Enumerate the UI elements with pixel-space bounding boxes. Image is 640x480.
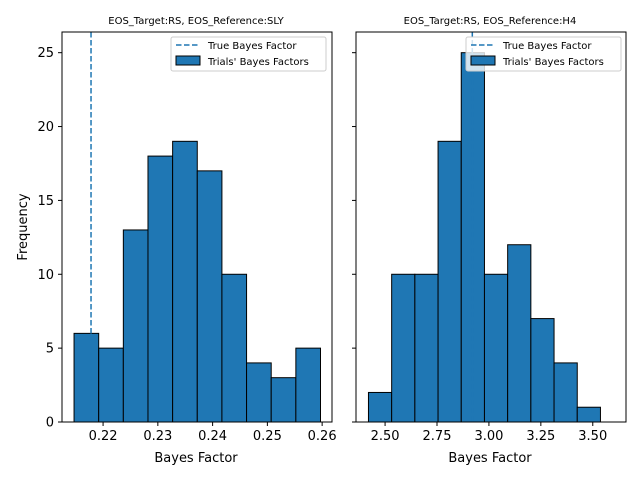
y-tick-label: 5 [46, 342, 54, 357]
panel-sly-legend-trials-label: Trials' Bayes Factors [207, 57, 309, 68]
panel-sly-legend: True Bayes Factor Trials' Bayes Factors [170, 36, 327, 72]
histogram-bar-4 [147, 155, 174, 423]
panel-h4-x-axis-label: Bayes Factor [448, 451, 532, 466]
histogram-bar-5 [172, 140, 198, 423]
x-tick-label: 3.25 [526, 429, 555, 444]
panel-h4-bars [367, 52, 601, 423]
histogram-bar-9 [270, 377, 297, 423]
x-tick-label: 2.75 [423, 429, 452, 444]
x-tick-label: 0.26 [308, 429, 337, 444]
panel-h4-legend-trials-label: Trials' Bayes Factors [502, 57, 604, 68]
x-tick-label: 0.24 [198, 429, 227, 444]
histogram-bar-8 [246, 362, 272, 423]
histogram-bar-10 [576, 406, 601, 423]
histogram-bar-2 [98, 347, 124, 423]
y-tick-label: 0 [46, 416, 54, 431]
histogram-bar-7 [507, 244, 532, 423]
histogram-bar-7 [221, 273, 248, 423]
histogram-bar-6 [196, 170, 223, 423]
panel-h4-y-ticks [352, 52, 356, 423]
panel-h4-x-ticks: 2.50 2.75 3.00 3.25 3.50 [371, 422, 607, 444]
x-tick-label: 2.50 [371, 429, 400, 444]
panel-h4-legend: True Bayes Factor Trials' Bayes Factors [465, 36, 622, 72]
histogram-bar-2 [391, 273, 416, 423]
panel-h4-axes-frame [355, 31, 627, 423]
histogram-bar-8 [530, 318, 555, 423]
histogram-bar-10 [295, 347, 321, 423]
y-tick-label: 25 [37, 46, 54, 61]
panel-h4-title: EOS_Target:RS, EOS_Reference:H4 [404, 16, 577, 27]
x-tick-label: 3.50 [578, 429, 607, 444]
histogram-bar-1 [367, 391, 393, 423]
panel-sly-legend-true-label: True Bayes Factor [207, 41, 297, 52]
x-tick-label: 0.23 [143, 429, 172, 444]
panel-h4-legend-true-label: True Bayes Factor [502, 41, 592, 52]
panel-h4-legend-bar-swatch [470, 55, 496, 66]
x-tick-label: 3.00 [474, 429, 503, 444]
panel-sly-x-ticks: 0.22 0.23 0.24 0.25 0.26 [89, 422, 337, 444]
panel-sly: EOS_Target:RS, EOS_Reference:SLY 0.22 0.2… [16, 16, 337, 466]
x-tick-label: 0.25 [253, 429, 282, 444]
histogram-bar-3 [122, 229, 149, 423]
panel-sly-bars [73, 140, 321, 423]
histogram-bar-6 [483, 273, 509, 423]
y-tick-label: 20 [37, 120, 54, 135]
panel-sly-x-axis-label: Bayes Factor [154, 451, 238, 466]
panel-sly-title: EOS_Target:RS, EOS_Reference:SLY [108, 16, 284, 27]
histogram-bar-1 [73, 332, 100, 423]
y-tick-label: 15 [37, 194, 54, 209]
panel-sly-legend-box [170, 36, 327, 72]
histogram-bar-4 [437, 140, 462, 423]
panel-h4-legend-box [465, 36, 622, 72]
panel-sly-legend-bar-swatch [175, 55, 201, 66]
histogram-bar-9 [553, 362, 578, 423]
panel-sly-axes-frame [61, 31, 333, 423]
x-tick-label: 0.22 [89, 429, 118, 444]
histogram-bar-3 [414, 273, 439, 423]
panel-sly-y-ticks: 0 5 10 15 20 25 [37, 46, 62, 431]
y-tick-label: 10 [37, 268, 54, 283]
y-axis-label: Frequency [16, 193, 31, 260]
panel-h4: EOS_Target:RS, EOS_Reference:H4 2.50 2.75… [352, 16, 627, 466]
